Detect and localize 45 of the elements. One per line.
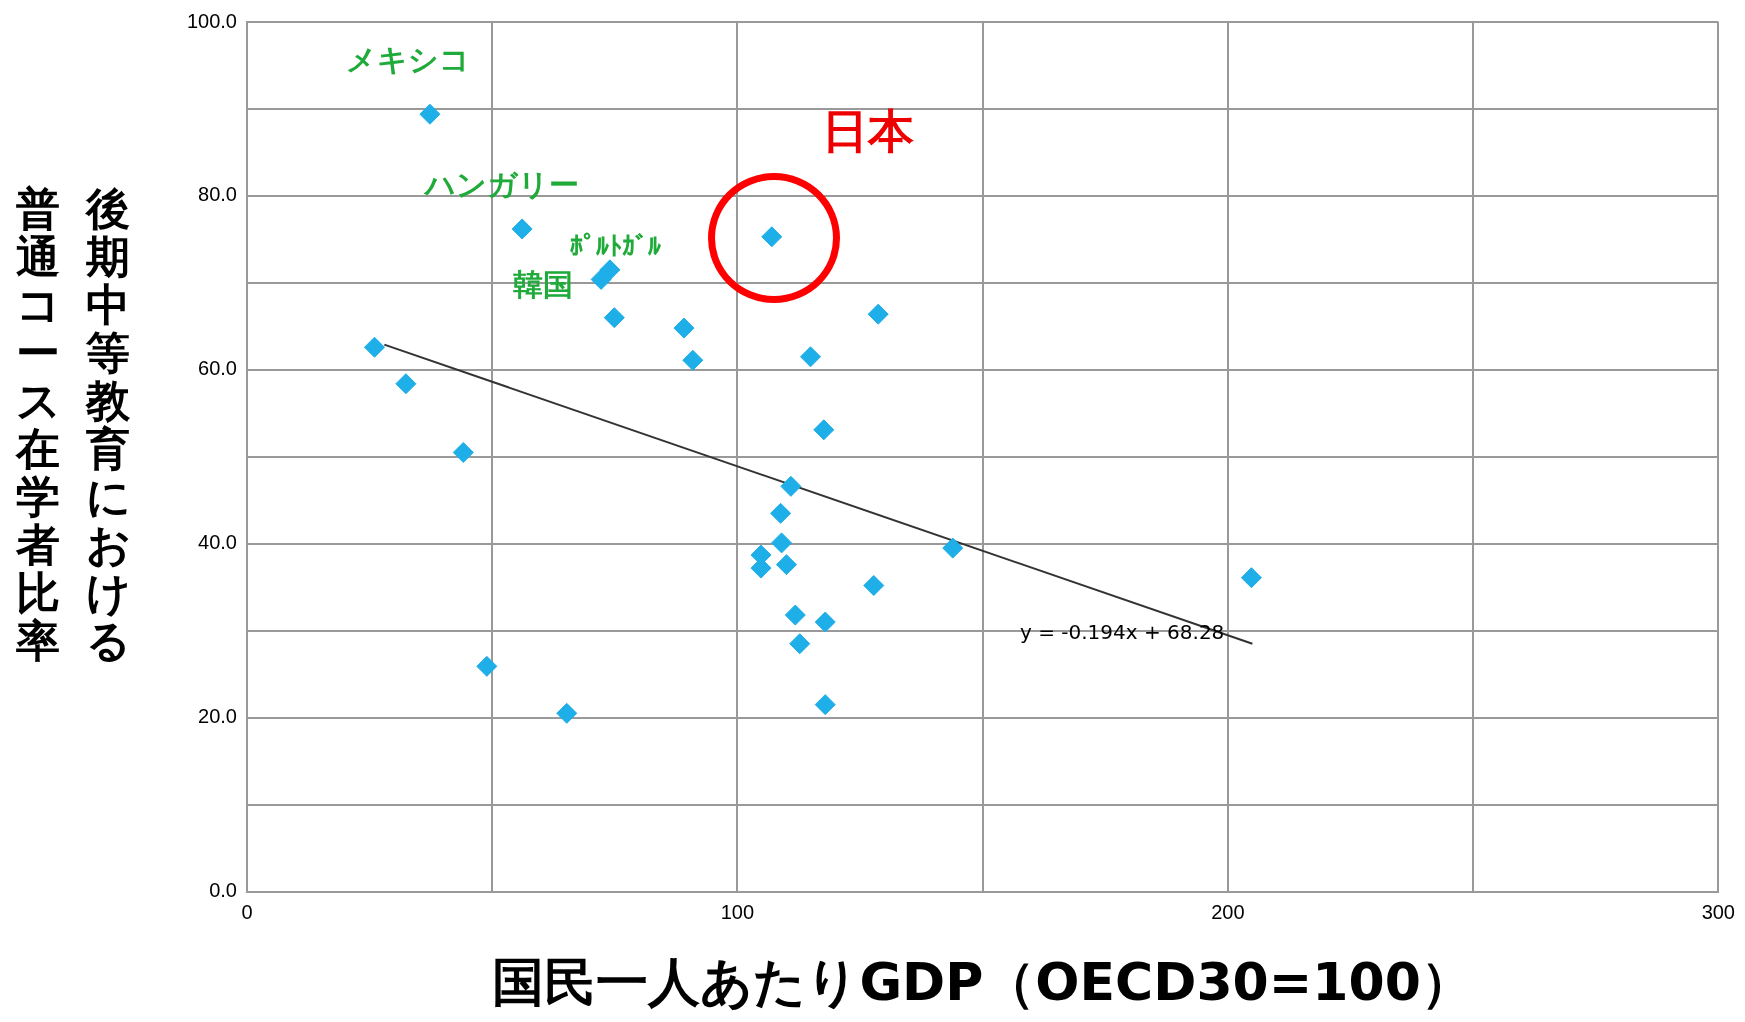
annotation: ﾎﾟﾙﾄｶﾞﾙ (570, 230, 662, 261)
point (673, 317, 695, 339)
point (867, 303, 889, 325)
point (556, 702, 578, 724)
y-tick-label: 60.0 (198, 357, 237, 380)
y-tick-label: 0.0 (209, 879, 237, 902)
x-tick-label: 100 (720, 901, 755, 924)
y-tick-label: 80.0 (198, 183, 237, 206)
point (771, 532, 793, 554)
annotation: メキシコ (345, 41, 470, 77)
point (942, 537, 964, 559)
point (789, 633, 811, 655)
point (761, 226, 783, 248)
point (814, 694, 836, 716)
y-tick-label: 20.0 (198, 705, 237, 728)
point (419, 103, 441, 125)
text: 後期中等教育における普通コース在学者比率 (15, 183, 131, 666)
point (511, 218, 533, 240)
point (800, 346, 822, 368)
y-tick-label: 100.0 (186, 9, 237, 32)
point (813, 419, 835, 441)
point (814, 611, 836, 633)
annotation: y = -0.194x + 68.28 (1020, 620, 1225, 644)
x-tick-label: 0 (241, 901, 253, 924)
annotation: ハンガリー (423, 166, 580, 202)
point (775, 554, 797, 576)
x-axis-title: 国民一人あたりGDP（OECD30=100） (492, 952, 1473, 1013)
x-tick-label: 200 (1211, 901, 1245, 924)
x-tick-label: 300 (1701, 901, 1735, 924)
annotation: 日本 (821, 103, 914, 158)
point (770, 502, 792, 524)
point (395, 373, 417, 395)
annotation: 韓国 (513, 267, 574, 303)
point (1240, 567, 1262, 589)
point (476, 655, 498, 677)
point (452, 441, 474, 463)
point (682, 349, 704, 371)
point (590, 268, 612, 290)
y-tick-label: 40.0 (198, 531, 237, 554)
point (603, 307, 625, 329)
point (599, 259, 621, 281)
point (364, 336, 386, 358)
point (863, 575, 885, 596)
point (784, 604, 806, 626)
point (780, 475, 802, 497)
